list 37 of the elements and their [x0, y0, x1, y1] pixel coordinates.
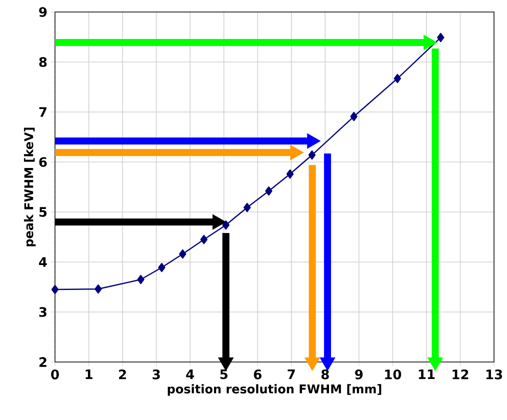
point — [158, 262, 166, 272]
y-tick-label: 9 — [39, 7, 47, 17]
x-tick-label: 6 — [254, 370, 262, 380]
point — [286, 169, 294, 179]
y-tick-label: 6 — [39, 157, 47, 167]
y-tick-label: 5 — [39, 207, 47, 217]
x-tick-label: 3 — [152, 370, 160, 380]
point — [94, 284, 102, 294]
point — [244, 202, 251, 212]
y-tick-label: 4 — [39, 257, 47, 267]
x-axis-title: position resolution FWHM [mm] — [168, 384, 382, 396]
x-tick-label: 11 — [418, 370, 435, 379]
x-tick-label: 4 — [186, 370, 194, 379]
point — [350, 112, 358, 122]
point — [137, 274, 144, 284]
x-tick-label: 5 — [220, 370, 228, 380]
x-tick-label: 1 — [86, 370, 92, 379]
y-tick-label: 7 — [39, 107, 46, 117]
point — [308, 150, 316, 160]
point — [179, 249, 186, 259]
point — [394, 74, 402, 84]
point — [437, 32, 444, 42]
y-tick-label: 2 — [39, 357, 46, 367]
x-tick-label: 10 — [385, 370, 402, 380]
y-axis-title: peak FWHM [keV] — [24, 128, 36, 246]
x-tick-label: 9 — [355, 370, 363, 380]
x-tick-label: 12 — [452, 370, 468, 380]
x-tick-label: 2 — [119, 370, 126, 380]
x-tick-label: 0 — [51, 370, 59, 380]
x-tick-label: 7 — [288, 370, 295, 379]
point — [265, 186, 272, 196]
y-tick-label: 8 — [39, 57, 47, 67]
x-tick-label: 8 — [321, 370, 329, 380]
y-tick-label: 3 — [39, 307, 46, 317]
point — [51, 284, 59, 294]
x-tick-label: 13 — [486, 370, 502, 380]
point — [200, 234, 208, 244]
